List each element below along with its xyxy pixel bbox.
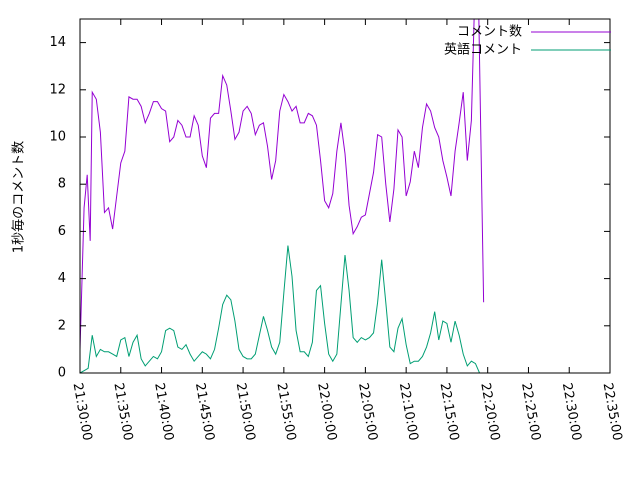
x-tick-label: 22:00:00 [314,382,339,442]
series-line-1 [80,19,485,350]
y-axis-label: 1秒毎のコメント数 [11,141,27,253]
x-tick-label: 21:35:00 [110,382,135,442]
x-tick-label: 21:55:00 [273,382,298,442]
y-tick-label: 10 [49,130,66,145]
y-tick-label: 8 [58,177,66,192]
y-tick-label: 12 [49,82,66,97]
plot-lines [80,19,485,373]
y-tick-label: 6 [58,224,66,239]
axis-ticks: 0 2 4 6 8 10 12 14 21:30:00 21:35:00 21:40:00 21:45… [49,19,625,442]
x-tick-label: 22:35:00 [600,382,625,442]
x-tick-label: 22:10:00 [396,382,421,442]
x-tick-label: 22:30:00 [559,382,584,442]
legend-label-2: 英語コメント [444,42,522,58]
y-tick-label: 0 [58,366,66,381]
y-tick-label: 4 [58,271,66,286]
x-tick-label: 21:30:00 [70,382,95,442]
x-tick-label: 22:25:00 [518,382,543,442]
x-tick-label: 22:05:00 [355,382,380,442]
x-tick-label: 21:50:00 [233,382,258,442]
x-tick-label: 22:20:00 [477,382,502,442]
y-tick-label: 14 [49,35,66,50]
x-tick-label: 21:45:00 [192,382,217,442]
x-tick-label: 22:15:00 [437,382,462,442]
x-tick-label: 21:40:00 [151,382,176,442]
y-tick-label: 2 [58,318,66,333]
plot-frame [79,18,611,374]
series-line-2 [80,245,480,373]
legend-label-1: コメント数 [457,25,522,40]
